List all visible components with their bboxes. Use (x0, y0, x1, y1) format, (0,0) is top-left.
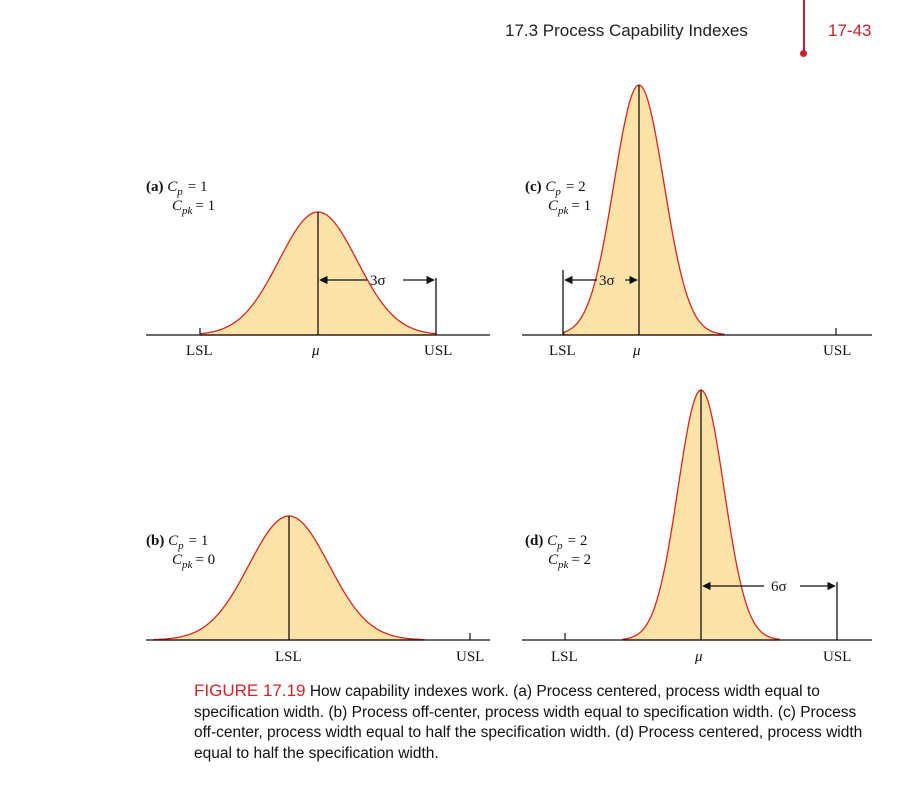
cp-line-c: (c) Cp = 2 (525, 179, 586, 198)
mu-label-c: μ (632, 343, 641, 359)
figure-label: FIGURE 17.19 (194, 681, 306, 700)
usl-label-d: USL (823, 649, 851, 665)
panel-c: 3σ LSL μ USL (c) Cp = 2 Cpk = 1 (522, 84, 872, 359)
cpk-line-d: Cpk = 2 (548, 552, 591, 571)
cp-line-a: (a) Cp = 1 (146, 179, 207, 198)
page-number: 17-43 (828, 21, 872, 40)
sigma-label-d: 6σ (771, 579, 787, 595)
cpk-line-a: Cpk = 1 (172, 198, 215, 217)
header-divider-dot (800, 50, 807, 57)
lsl-label-c: LSL (549, 343, 576, 359)
lsl-label-d: LSL (551, 649, 578, 665)
lsl-label-a: LSL (186, 343, 213, 359)
figure-caption: FIGURE 17.19 How capability indexes work… (194, 681, 874, 764)
sigma-label-a: 3σ (370, 273, 386, 289)
capability-figure: 3σ LSL μ USL (a) Cp = 1 Cpk = 1 3σ LSL μ U… (146, 84, 872, 665)
cpk-line-b: Cpk = 0 (172, 552, 215, 571)
mu-label-a: μ (311, 343, 320, 359)
cp-line-b: (b) Cp = 1 (146, 533, 208, 552)
header-divider (803, 0, 805, 52)
caption-text: How capability indexes work. (a) Process… (194, 683, 863, 762)
usl-label-c: USL (823, 343, 851, 359)
cpk-line-c: Cpk = 1 (548, 198, 591, 217)
cp-line-d: (d) Cp = 2 (525, 533, 587, 552)
usl-label-a: USL (424, 343, 452, 359)
usl-label-b: USL (456, 649, 484, 665)
lsl-label-b: LSL (275, 649, 302, 665)
section-title: 17.3 Process Capability Indexes (505, 21, 748, 40)
panel-a: 3σ LSL μ USL (a) Cp = 1 Cpk = 1 (146, 179, 490, 359)
sigma-label-c: 3σ (599, 273, 615, 289)
mu-label-d: μ (694, 649, 703, 665)
curve-c (563, 84, 725, 336)
panel-d: 6σ LSL μ USL (d) Cp = 2 Cpk = 2 (522, 389, 872, 665)
panel-b: LSL USL (b) Cp = 1 Cpk = 0 (146, 515, 490, 665)
